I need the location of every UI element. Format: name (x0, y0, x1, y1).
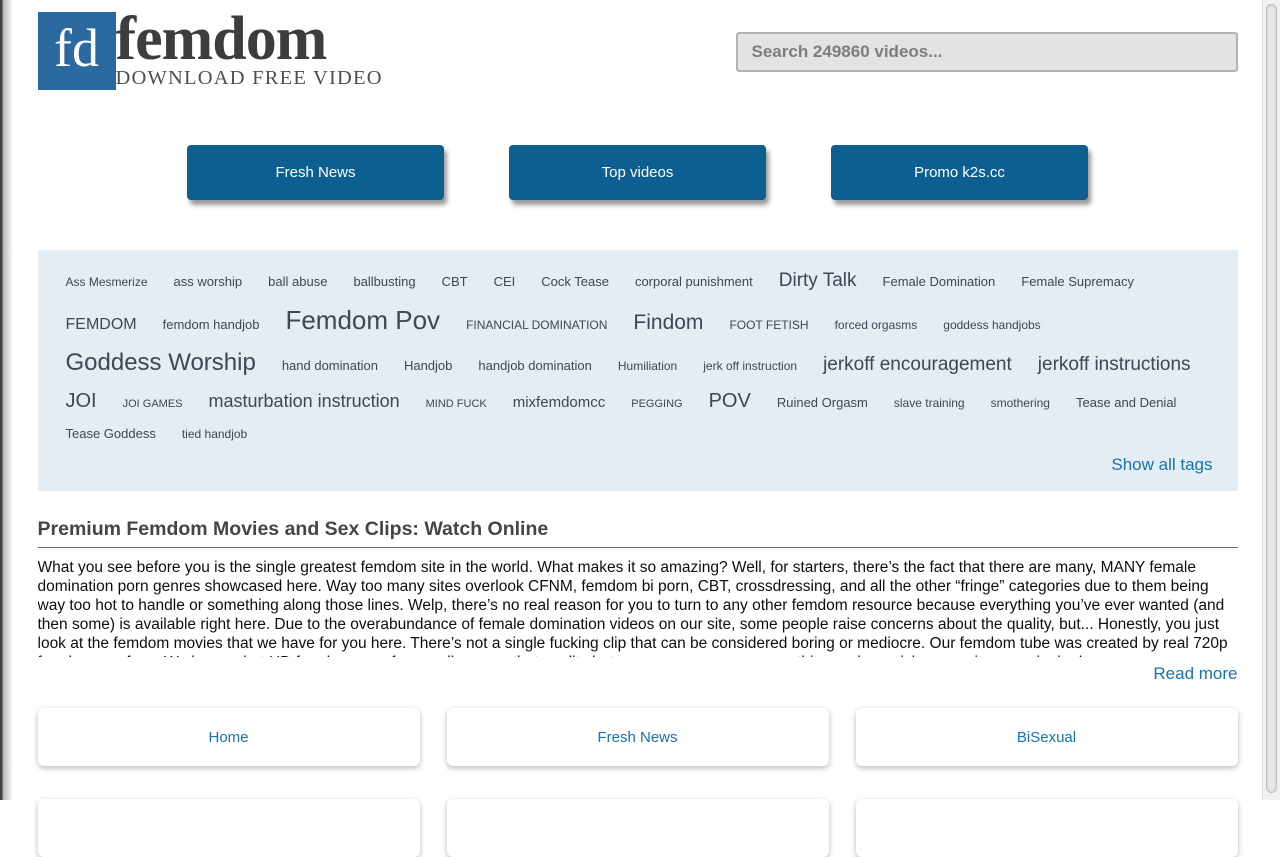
window-left-edge (0, 0, 13, 800)
tag-link[interactable]: CBT (441, 274, 468, 289)
link-card (855, 799, 1238, 857)
tag-link[interactable]: JOI GAMES (122, 398, 183, 410)
show-all-tags-link[interactable]: Show all tags (1111, 455, 1213, 474)
tag-link[interactable]: ball abuse (268, 274, 328, 289)
content-wrapper: fd femdom DOWNLOAD FREE VIDEO Fresh News… (37, 0, 1238, 857)
tag-link[interactable]: smothering (990, 396, 1050, 410)
nav-button-top-videos[interactable]: Top videos (509, 145, 766, 200)
tag-link[interactable]: jerk off instruction (703, 359, 798, 373)
logo-text: femdom DOWNLOAD FREE VIDEO (115, 5, 383, 90)
tag-link[interactable]: POV (708, 390, 751, 412)
tag-link[interactable]: Ass Mesmerize (65, 275, 148, 289)
tag-cloud-panel: Ass Mesmerize ass worship ball abuse ballbu… (37, 250, 1238, 491)
search-input[interactable] (735, 32, 1238, 72)
tag-link[interactable]: femdom handjob (162, 317, 260, 332)
page-title: Premium Femdom Movies and Sex Clips: Wat… (37, 518, 549, 540)
card-link-fresh-news[interactable]: Fresh News (597, 728, 678, 746)
tag-link[interactable]: ballbusting (353, 274, 416, 289)
tag-link[interactable]: Ruined Orgasm (776, 395, 868, 410)
tag-link[interactable]: hand domination (281, 358, 378, 373)
tag-link[interactable]: forced orgasms (834, 318, 918, 332)
tag-link[interactable]: Handjob (403, 358, 453, 373)
tag-link[interactable]: PEGGING (631, 398, 683, 410)
tag-link[interactable]: Female Domination (882, 274, 996, 289)
card-link-bisexual[interactable]: BiSexual (1016, 728, 1077, 746)
tag-link[interactable]: corporal punishment (634, 274, 753, 289)
tag-link[interactable]: FEMDOM (65, 316, 137, 333)
tag-link[interactable]: masturbation instruction (208, 391, 400, 411)
site-logo[interactable]: fd femdom DOWNLOAD FREE VIDEO (37, 5, 383, 90)
nav-button-fresh-news[interactable]: Fresh News (187, 145, 444, 200)
scrollbar-thumb[interactable] (1266, 4, 1277, 793)
link-card: Home (37, 708, 420, 766)
link-card: BiSexual (855, 708, 1238, 766)
tag-link[interactable]: handjob domination (478, 358, 592, 373)
article: Premium Femdom Movies and Sex Clips: Wat… (37, 518, 1238, 684)
tag-link[interactable]: Cock Tease (541, 274, 609, 289)
tag-link[interactable]: MIND FUCK (425, 398, 487, 410)
logo-abbr: fd (54, 18, 99, 78)
tag-link[interactable]: JOI (65, 390, 97, 412)
title-divider (37, 547, 1238, 548)
read-more-link[interactable]: Read more (1153, 664, 1238, 683)
tag-link[interactable]: Femdom Pov (285, 305, 441, 335)
scrollbar-track[interactable] (1262, 0, 1280, 800)
tag-link[interactable]: Dirty Talk (778, 270, 857, 291)
logo-mark: fd (37, 12, 116, 90)
tag-link[interactable]: Female Supremacy (1021, 274, 1134, 289)
tag-link[interactable]: slave training (893, 396, 965, 410)
tag-link[interactable]: Tease and Denial (1075, 395, 1177, 410)
tag-link[interactable]: FINANCIAL DOMINATION (466, 318, 608, 332)
tag-link[interactable]: ass worship (173, 274, 243, 289)
tag-link[interactable]: Findom (633, 311, 704, 334)
nav-button-promo-k2s[interactable]: Promo k2s.cc (831, 145, 1088, 200)
show-all-tags-row: Show all tags (66, 455, 1213, 475)
tag-cloud: Ass Mesmerize ass worship ball abuse ballbu… (66, 270, 1213, 441)
tag-link[interactable]: Tease Goddess (65, 426, 156, 441)
read-more-row: Read more (38, 664, 1238, 684)
link-card (446, 799, 829, 857)
tag-link[interactable]: FOOT FETISH (729, 318, 809, 332)
site-name: femdom (115, 5, 328, 73)
tag-link[interactable]: jerkoff encouragement (823, 354, 1012, 375)
tag-link[interactable]: Humiliation (617, 359, 678, 373)
article-body: What you see before you is the single gr… (37, 559, 1228, 657)
link-cards-row-2 (37, 799, 1238, 857)
tag-link[interactable]: mixfemdomcc (512, 394, 606, 411)
tag-link[interactable]: CEI (493, 274, 516, 289)
tag-link[interactable]: Goddess Worship (65, 349, 256, 376)
main-nav: Fresh News Top videos Promo k2s.cc (38, 145, 1238, 200)
link-cards-row-1: Home Fresh News BiSexual (37, 708, 1238, 766)
card-link-home[interactable]: Home (208, 728, 249, 746)
page: fd femdom DOWNLOAD FREE VIDEO Fresh News… (13, 0, 1262, 857)
site-tagline: DOWNLOAD FREE VIDEO (115, 67, 383, 89)
tag-link[interactable]: tied handjob (181, 427, 248, 441)
tag-link[interactable]: jerkoff instructions (1037, 354, 1191, 375)
link-card: Fresh News (446, 708, 829, 766)
header: fd femdom DOWNLOAD FREE VIDEO (37, 0, 1238, 100)
link-card (37, 799, 420, 857)
tag-link[interactable]: goddess handjobs (943, 318, 1041, 332)
